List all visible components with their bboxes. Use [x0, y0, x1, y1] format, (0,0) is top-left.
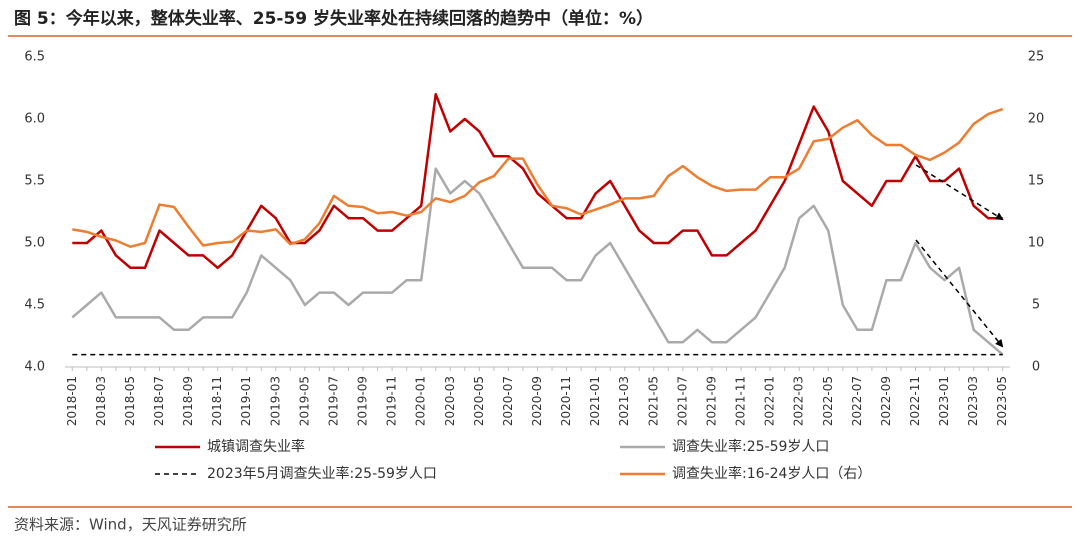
x-tick-label: 2019-01 — [239, 376, 253, 426]
legend-label: 城镇调查失业率 — [207, 438, 305, 455]
series-line — [71, 167, 1004, 356]
x-tick-label: 2021-05 — [646, 376, 660, 426]
x-tick-label: 2020-01 — [414, 376, 428, 426]
x-tick-label: 2022-01 — [763, 376, 777, 426]
x-tick-label: 2019-07 — [326, 376, 340, 426]
y-tick-label: 5.5 — [24, 174, 45, 189]
x-tick-label: 2023-01 — [937, 376, 951, 426]
y2-tick-label: 10 — [1028, 236, 1045, 251]
x-tick-label: 2023-05 — [995, 376, 1009, 426]
x-tick-label: 2022-11 — [908, 376, 922, 426]
x-tick-label: 2018-03 — [94, 376, 108, 426]
x-tick-label: 2021-01 — [588, 376, 602, 426]
x-tick-label: 2021-07 — [675, 376, 689, 426]
chart-title: 图 5：今年以来，整体失业率、25-59 岁失业率处在持续回落的趋势中（单位：%… — [14, 8, 653, 29]
y-tick-label: 4.0 — [24, 360, 45, 375]
x-tick-label: 2018-11 — [210, 376, 224, 426]
series-line — [72, 107, 1004, 248]
x-tick-label: 2019-09 — [356, 376, 370, 426]
x-tick-label: 2018-07 — [152, 376, 166, 426]
x-tick-label: 2022-03 — [792, 376, 806, 426]
x-tick-label: 2020-07 — [501, 376, 515, 426]
trend-arrow — [915, 239, 1004, 348]
y2-tick-label: 15 — [1028, 174, 1045, 189]
legend-label: 2023年5月调查失业率:25-59岁人口 — [207, 465, 437, 482]
y2-tick-label: 20 — [1028, 112, 1045, 127]
x-tick-label: 2018-05 — [123, 376, 137, 426]
x-tick-label: 2020-11 — [559, 376, 573, 426]
legend-label: 调查失业率:25-59岁人口 — [672, 438, 829, 455]
x-tick-label: 2018-09 — [181, 376, 195, 426]
x-tick-label: 2020-05 — [472, 376, 486, 426]
source: 资料来源：Wind，天风证券研究所 — [14, 516, 247, 534]
x-tick-label: 2022-09 — [879, 376, 893, 426]
x-tick-label: 2020-03 — [443, 376, 457, 426]
plot: 4.0 4.5 5.0 5.5 6.0 6.5 0 5 10 15 20 25 2018-01 2018-… — [24, 50, 1044, 483]
x-tick-label: 2021-09 — [704, 376, 718, 426]
x-tick-label: 2022-07 — [850, 376, 864, 426]
x-tick-label: 2020-09 — [530, 376, 544, 426]
y-tick-label: 4.5 — [24, 298, 45, 313]
y-tick-label: 6.5 — [24, 50, 45, 65]
legend-label: 调查失业率:16-24岁人口（右） — [672, 465, 871, 482]
y2-tick-label: 25 — [1028, 50, 1045, 65]
y2-tick-label: 5 — [1032, 298, 1040, 313]
x-tick-label: 2019-03 — [268, 376, 282, 426]
y-tick-label: 6.0 — [24, 112, 45, 127]
series-line — [72, 92, 1003, 270]
y2-tick-label: 0 — [1032, 360, 1040, 375]
x-tick-label: 2023-03 — [966, 376, 980, 426]
x-tick-label: 2019-05 — [297, 376, 311, 426]
x-tick-label: 2021-11 — [734, 376, 748, 426]
x-tick-label: 2022-05 — [821, 376, 835, 426]
y-tick-label: 5.0 — [24, 236, 45, 251]
x-tick-label: 2021-03 — [617, 376, 631, 426]
trend-arrow — [915, 164, 1004, 221]
x-tick-label: 2019-11 — [385, 376, 399, 426]
x-tick-label: 2018-01 — [65, 376, 79, 426]
